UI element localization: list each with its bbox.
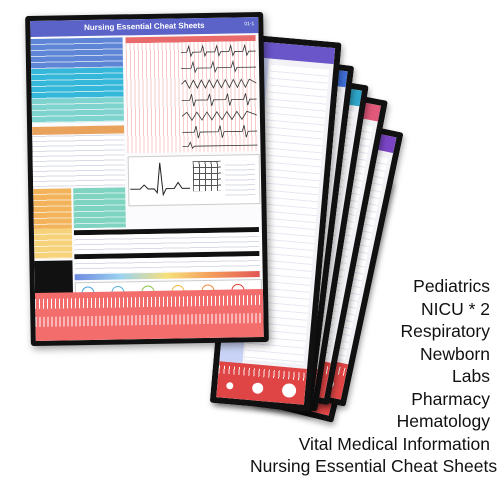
left-table-teal bbox=[31, 97, 124, 123]
sheet-code: 01-1 bbox=[244, 21, 255, 28]
left-table-mint bbox=[73, 187, 126, 229]
product-item: Pharmacy bbox=[411, 388, 490, 409]
product-item: Nursing Essential Cheat Sheets bbox=[250, 456, 498, 476]
left-table-cyan bbox=[31, 67, 124, 100]
product-list: Pediatrics NICU * 2 Respiratory Newborn … bbox=[250, 275, 500, 478]
ecg-grid-box bbox=[192, 160, 222, 192]
product-item: Vital Medical Information bbox=[298, 433, 490, 454]
ecg-waveforms bbox=[180, 43, 258, 149]
product-item: Hematology bbox=[396, 411, 490, 431]
main-cheat-sheet: Nursing Essential Cheat Sheets 01-1 bbox=[25, 11, 269, 347]
ecg-legend-text bbox=[224, 160, 256, 197]
left-vitals-header bbox=[32, 125, 125, 135]
ecg-wave-diagram bbox=[130, 162, 191, 197]
product-item: Respiratory bbox=[400, 321, 490, 341]
product-item: Newborn bbox=[419, 343, 490, 364]
left-table-yellow bbox=[33, 228, 73, 259]
product-item: Pediatrics bbox=[413, 276, 490, 296]
sheet-ruler bbox=[34, 288, 264, 341]
sheet-title-bar: Nursing Essential Cheat Sheets 01-1 bbox=[30, 17, 259, 38]
sheet-title: Nursing Essential Cheat Sheets bbox=[84, 20, 205, 33]
left-table-blue bbox=[30, 37, 124, 70]
weight-table bbox=[73, 232, 260, 254]
product-item: Labs bbox=[452, 366, 490, 386]
product-item: NICU * 2 bbox=[420, 298, 490, 319]
left-table-orange bbox=[33, 188, 72, 229]
